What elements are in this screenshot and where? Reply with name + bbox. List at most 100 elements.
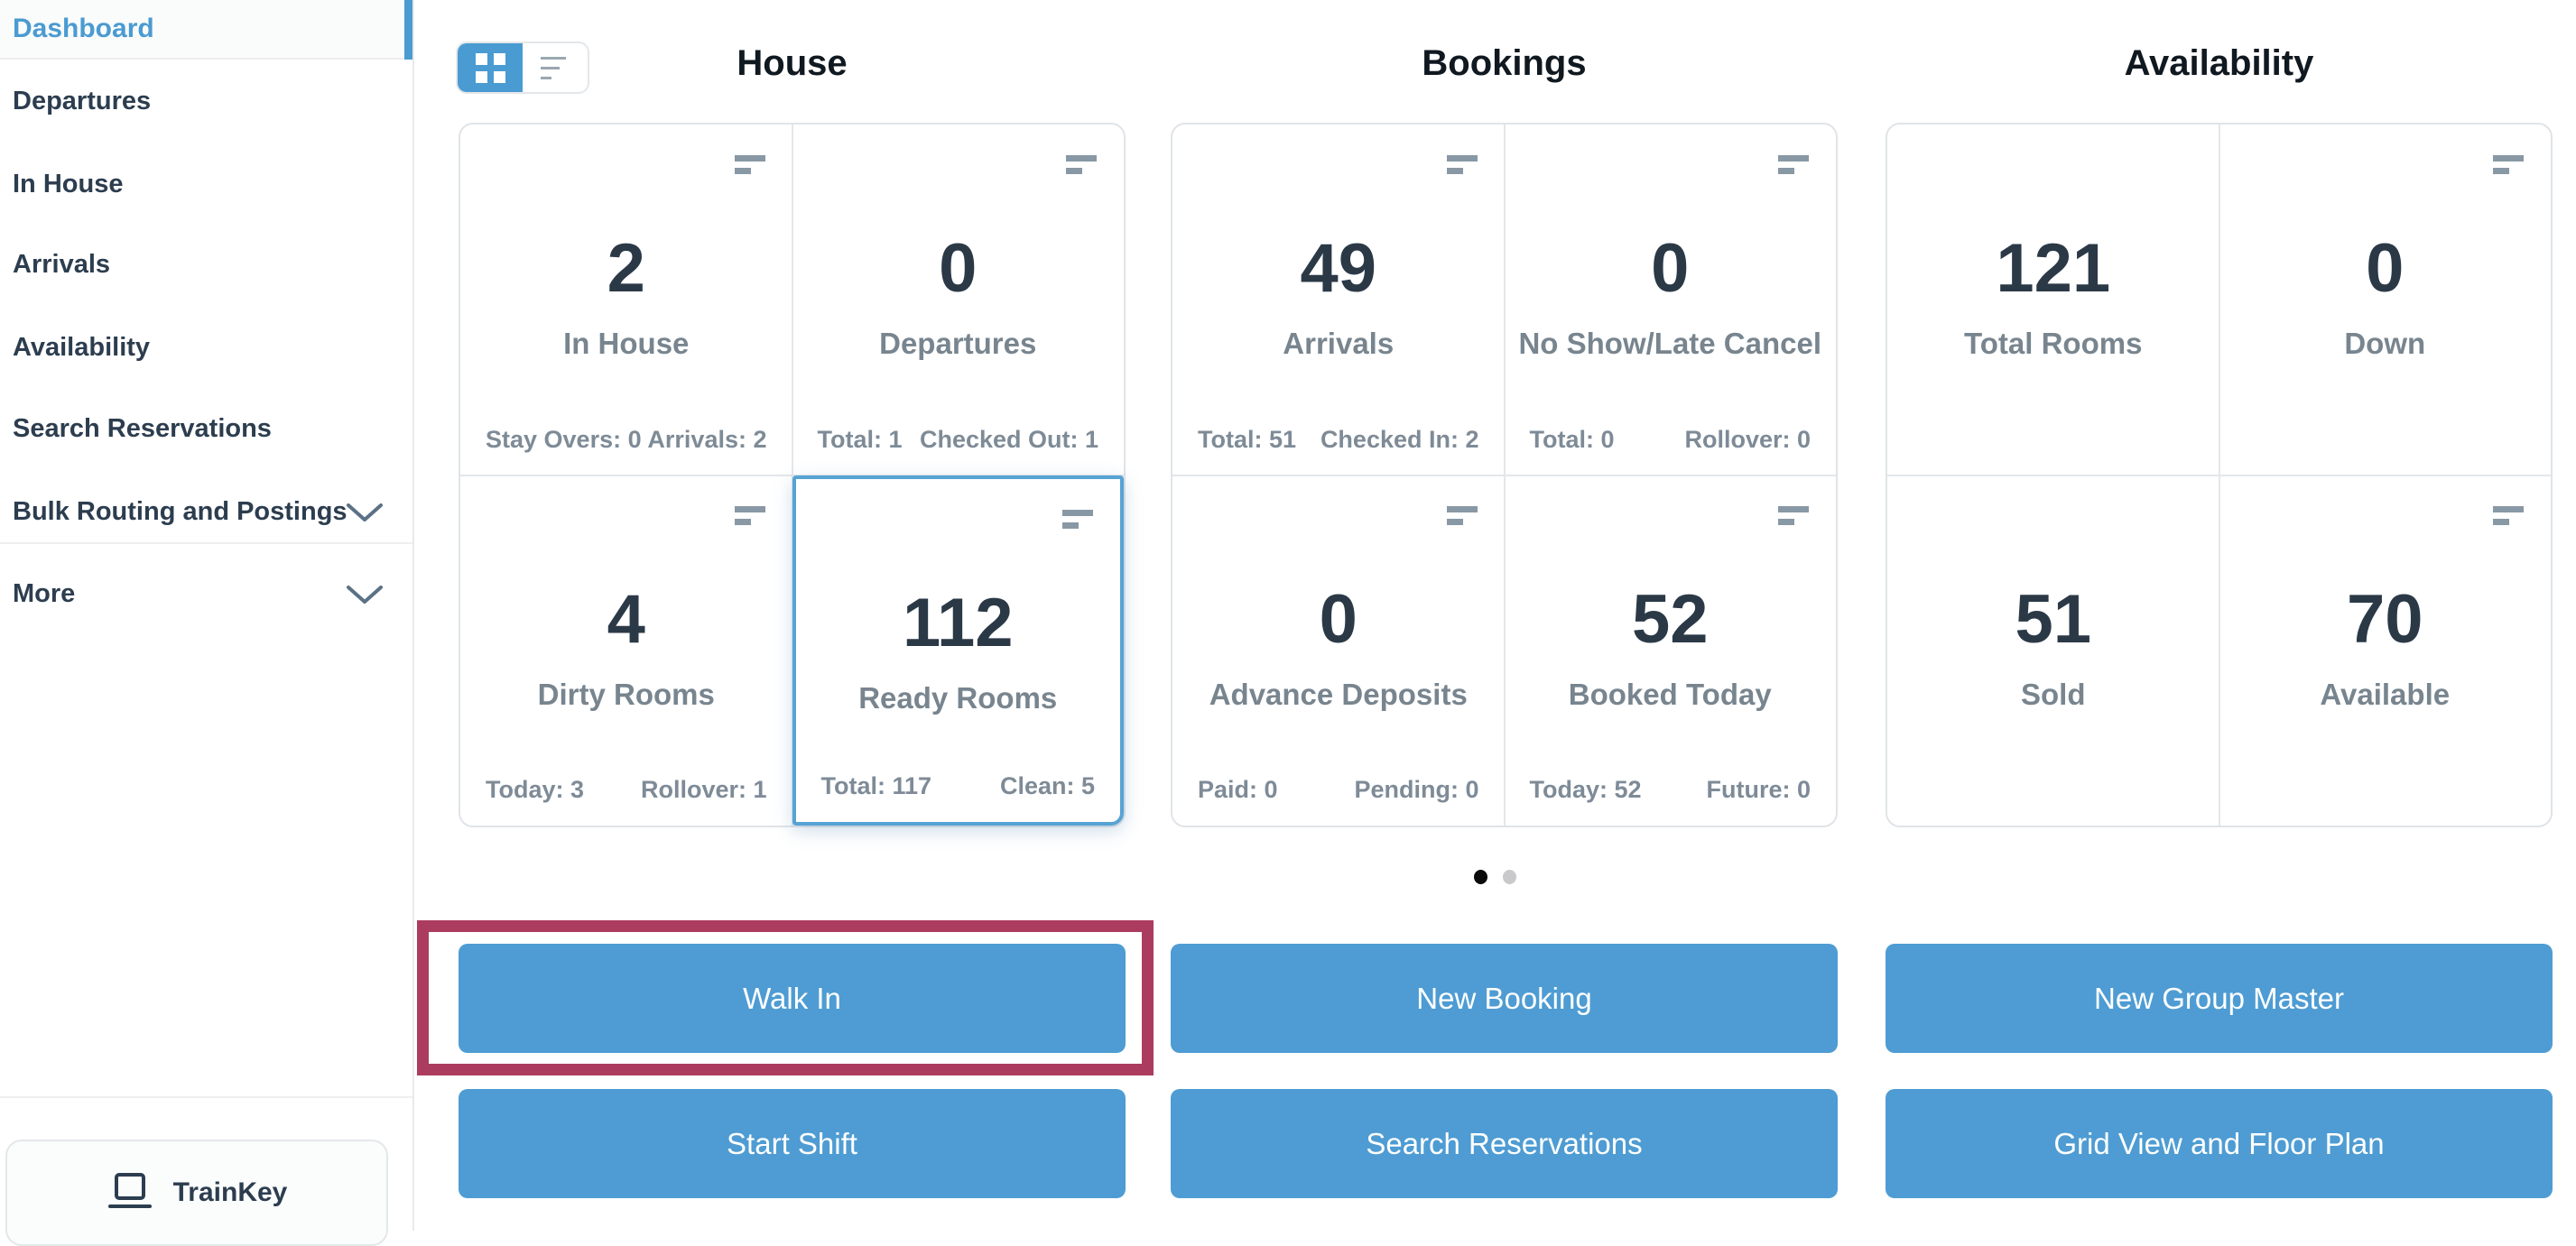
new-booking-button[interactable]: New Booking — [1171, 944, 1838, 1053]
substat-right: Arrivals: 2 — [647, 425, 767, 453]
stat-value: 0 — [2366, 230, 2405, 307]
carousel-pagination — [414, 870, 2576, 884]
stat-value: 70 — [2346, 580, 2423, 658]
grid-view-button[interactable] — [458, 43, 523, 92]
cell-divider — [1172, 474, 1836, 476]
walk-in-button[interactable]: Walk In — [459, 944, 1126, 1053]
sidebar-item-label: Dashboard — [13, 14, 154, 43]
stat-value: 52 — [1631, 580, 1709, 658]
report-bars-icon[interactable] — [734, 155, 765, 175]
stat-value: 0 — [939, 230, 978, 307]
page-dot-2[interactable] — [1503, 870, 1516, 884]
stat-value: 2 — [607, 230, 645, 307]
stat-value: 4 — [607, 580, 645, 658]
sidebar-item-availability[interactable]: Availability — [13, 333, 151, 362]
search-reservations-button[interactable]: Search Reservations — [1171, 1089, 1838, 1198]
sidebar-item-bulk-routing[interactable]: Bulk Routing and Postings — [13, 497, 347, 526]
card-group-availability: 121 Total Rooms 0 Down 51 Sold 70 Availa… — [1886, 123, 2553, 827]
stat-label: Ready Rooms — [858, 680, 1058, 715]
stat-label: No Show/Late Cancel — [1518, 327, 1822, 360]
substat-right: Checked Out: 1 — [919, 425, 1098, 453]
sidebar-item-more[interactable]: More — [13, 579, 76, 608]
stat-label: Sold — [2021, 677, 2086, 711]
stat-substats: Total: 0 Rollover: 0 — [1530, 426, 1812, 454]
report-bars-icon[interactable] — [1446, 505, 1478, 526]
stat-card-dirty-rooms[interactable]: 4 Dirty Rooms Today: 3 Rollover: 1 — [460, 475, 792, 826]
substat-right: Future: 0 — [1706, 776, 1811, 803]
substat-right: Checked In: 2 — [1320, 425, 1479, 453]
page-dot-1[interactable] — [1474, 870, 1487, 884]
stat-card-available[interactable]: 70 Available — [2219, 475, 2552, 826]
substat-left: Paid: 0 — [1198, 776, 1278, 803]
stat-card-booked-today[interactable]: 52 Booked Today Today: 52 Future: 0 — [1505, 475, 1837, 826]
report-bars-icon[interactable] — [1066, 155, 1097, 175]
report-bars-icon[interactable] — [2493, 505, 2524, 526]
grid-view-floor-plan-button[interactable]: Grid View and Floor Plan — [1886, 1089, 2553, 1198]
report-bars-icon[interactable] — [1446, 155, 1478, 175]
report-bars-icon[interactable] — [2493, 155, 2524, 175]
substat-left: Today: 3 — [486, 776, 585, 803]
stat-value: 51 — [2015, 580, 2092, 658]
stat-label: Dirty Rooms — [537, 677, 715, 711]
substat-left: Total: 1 — [817, 425, 903, 453]
stat-label: Booked Today — [1568, 677, 1772, 711]
sidebar-item-arrivals[interactable]: Arrivals — [13, 250, 111, 279]
sidebar-divider — [0, 1096, 412, 1098]
report-bars-icon[interactable] — [734, 505, 765, 526]
trainkey-label: TrainKey — [172, 1177, 288, 1207]
stat-card-in-house[interactable]: 2 In House Stay Overs: 0 Arrivals: 2 — [460, 125, 792, 475]
trainkey-button[interactable]: TrainKey — [5, 1140, 388, 1246]
substat-left: Total: 51 — [1198, 425, 1297, 453]
report-bars-icon[interactable] — [1778, 505, 1809, 526]
new-group-master-button[interactable]: New Group Master — [1886, 944, 2553, 1053]
column-title-availability: Availability — [2124, 43, 2314, 83]
stat-card-ready-rooms-selected[interactable]: 112 Ready Rooms Total: 117 Clean: 5 — [792, 475, 1124, 826]
stat-card-sold[interactable]: 51 Sold — [1887, 475, 2219, 826]
card-group-bookings: 49 Arrivals Total: 51 Checked In: 2 0 No… — [1171, 123, 1838, 827]
stat-substats: Total: 117 Clean: 5 — [821, 772, 1096, 800]
stat-label: Departures — [879, 327, 1037, 360]
stat-card-advance-deposits[interactable]: 0 Advance Deposits Paid: 0 Pending: 0 — [1172, 475, 1505, 826]
report-bars-icon[interactable] — [1778, 155, 1809, 175]
substat-left: Total: 0 — [1529, 425, 1615, 453]
column-title-house: House — [737, 43, 848, 83]
stat-card-arrivals[interactable]: 49 Arrivals Total: 51 Checked In: 2 — [1172, 125, 1505, 475]
list-view-button[interactable] — [523, 43, 588, 92]
stat-substats: Total: 51 Checked In: 2 — [1198, 426, 1479, 454]
stat-substats: Today: 3 Rollover: 1 — [486, 776, 767, 804]
stat-card-total-rooms[interactable]: 121 Total Rooms — [1887, 125, 2219, 475]
sidebar-item-dashboard[interactable]: Dashboard — [0, 0, 412, 60]
sidebar-item-search-reservations[interactable]: Search Reservations — [13, 414, 272, 443]
stat-label: In House — [563, 327, 690, 360]
sidebar-item-in-house[interactable]: In House — [13, 170, 124, 198]
view-toggle — [456, 42, 589, 94]
substat-left: Stay Overs: 0 — [486, 425, 642, 453]
stat-card-down[interactable]: 0 Down — [2219, 125, 2552, 475]
stat-substats: Stay Overs: 0 Arrivals: 2 — [486, 426, 767, 454]
column-title-bookings: Bookings — [1422, 43, 1587, 83]
sidebar-item-departures[interactable]: Departures — [13, 87, 152, 115]
start-shift-button[interactable]: Start Shift — [459, 1089, 1126, 1198]
chevron-down-icon — [347, 503, 383, 521]
laptop-icon — [107, 1173, 152, 1208]
stat-card-no-show-late-cancel[interactable]: 0 No Show/Late Cancel Total: 0 Rollover:… — [1505, 125, 1837, 475]
stat-label: Arrivals — [1283, 327, 1395, 360]
stat-label: Advance Deposits — [1209, 677, 1468, 711]
sidebar-divider — [0, 542, 412, 544]
stat-value: 112 — [902, 584, 1014, 661]
stat-label: Total Rooms — [1964, 327, 2143, 360]
substat-right: Pending: 0 — [1354, 776, 1479, 803]
grid-icon — [475, 52, 505, 83]
stat-card-departures[interactable]: 0 Departures Total: 1 Checked Out: 1 — [792, 125, 1125, 475]
substat-left: Today: 52 — [1529, 776, 1642, 803]
stat-substats: Today: 52 Future: 0 — [1530, 776, 1812, 804]
cell-divider — [1887, 474, 2551, 476]
card-group-house: 2 In House Stay Overs: 0 Arrivals: 2 0 D… — [459, 123, 1126, 827]
report-bars-icon[interactable] — [1062, 509, 1093, 530]
substat-left: Total: 117 — [820, 772, 932, 799]
sidebar: Dashboard Departures In House Arrivals A… — [0, 0, 414, 1246]
stat-value: 49 — [1300, 230, 1377, 307]
stat-substats: Total: 1 Checked Out: 1 — [818, 426, 1099, 454]
stat-value: 0 — [1319, 580, 1357, 658]
chevron-down-icon — [347, 586, 383, 604]
